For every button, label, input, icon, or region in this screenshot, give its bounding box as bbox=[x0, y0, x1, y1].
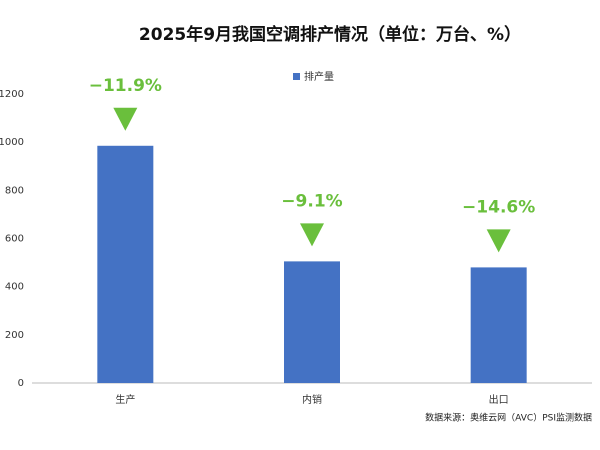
change-label: −14.6% bbox=[462, 197, 535, 217]
legend-label: 排产量 bbox=[304, 70, 334, 83]
y-tick-label: 800 bbox=[5, 185, 24, 196]
y-tick-label: 600 bbox=[5, 234, 24, 245]
change-label: −11.9% bbox=[89, 76, 162, 96]
bar bbox=[470, 267, 527, 383]
y-tick-label: 200 bbox=[5, 330, 24, 341]
bar bbox=[284, 261, 340, 383]
bar bbox=[97, 145, 154, 383]
source-note: 数据来源：奥维云网（AVC）PSI监测数据 bbox=[425, 412, 592, 424]
down-arrow bbox=[486, 229, 511, 253]
down-arrow bbox=[300, 223, 324, 247]
y-tick-label: 400 bbox=[5, 282, 24, 293]
x-tick-label: 内销 bbox=[302, 393, 322, 406]
down-arrow bbox=[113, 107, 138, 131]
x-tick-label: 出口 bbox=[489, 393, 509, 406]
chart-title: 2025年9月我国空调排产情况（单位：万台、%） bbox=[139, 24, 521, 45]
y-tick-label: 1200 bbox=[0, 89, 24, 100]
y-tick-label: 1000 bbox=[0, 137, 24, 148]
x-tick-label: 生产 bbox=[115, 393, 135, 406]
y-tick-label: 0 bbox=[18, 378, 24, 389]
change-label: −9.1% bbox=[281, 191, 342, 211]
legend-swatch bbox=[293, 73, 300, 80]
